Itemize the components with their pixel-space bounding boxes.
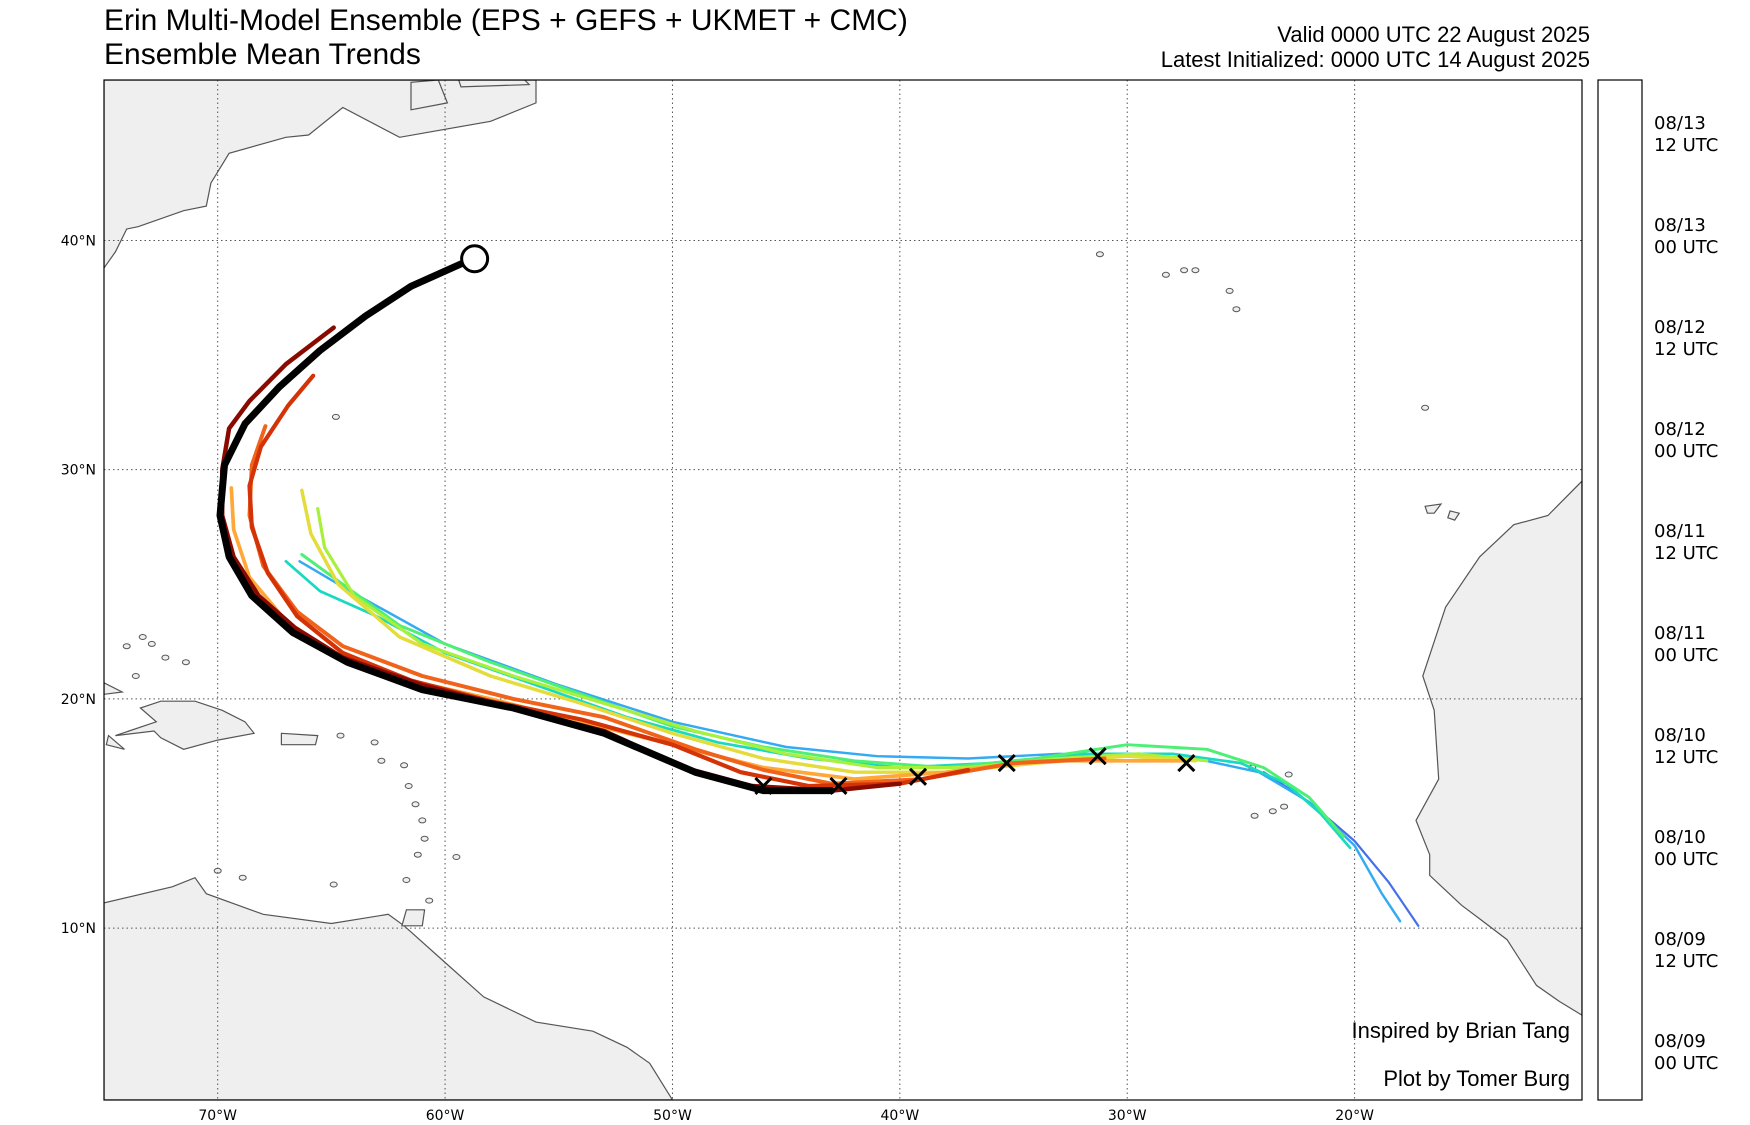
colorbar-label-date: 08/11 bbox=[1654, 623, 1706, 644]
credit-inspired: Inspired by Brian Tang bbox=[1351, 1018, 1570, 1043]
island bbox=[238, 874, 247, 881]
land-puerto-rico bbox=[280, 732, 319, 746]
lon-tick-label: 30°W bbox=[1108, 1108, 1147, 1124]
x-marker bbox=[997, 753, 1016, 773]
island bbox=[452, 854, 461, 860]
island bbox=[377, 757, 386, 764]
ensemble-mean-track bbox=[216, 255, 836, 795]
island bbox=[1095, 251, 1104, 258]
island bbox=[131, 673, 140, 679]
island bbox=[1421, 404, 1430, 411]
island bbox=[1161, 271, 1170, 278]
island bbox=[1284, 771, 1293, 778]
colorbar-label-date: 08/13 bbox=[1654, 215, 1706, 236]
land-gran-canaria bbox=[1447, 510, 1461, 521]
track-08-13-00-utc bbox=[247, 373, 971, 789]
valid-time: Valid 0000 UTC 22 August 2025 bbox=[1277, 22, 1590, 47]
island bbox=[336, 732, 345, 739]
land-tenerife bbox=[1424, 503, 1443, 514]
island bbox=[1180, 267, 1189, 274]
colorbar-label-date: 08/09 bbox=[1654, 929, 1706, 950]
colorbar-label-hour: 00 UTC bbox=[1654, 849, 1718, 870]
island bbox=[1225, 287, 1234, 294]
land-trinidad bbox=[401, 909, 426, 927]
current-position-circle bbox=[460, 244, 490, 274]
colorbar-label-hour: 12 UTC bbox=[1654, 951, 1718, 972]
lon-tick-label: 60°W bbox=[426, 1108, 465, 1124]
island bbox=[147, 640, 156, 647]
lon-tick-label: 40°W bbox=[881, 1108, 920, 1124]
marker-layer bbox=[460, 244, 1196, 796]
chart-title: Erin Multi-Model Ensemble (EPS + GEFS + … bbox=[104, 4, 908, 37]
colorbar-label-hour: 00 UTC bbox=[1654, 1053, 1718, 1074]
colorbar-label-date: 08/10 bbox=[1654, 725, 1706, 746]
land-north-america bbox=[104, 80, 537, 270]
lat-tick-label: 30°N bbox=[61, 463, 96, 479]
island bbox=[420, 835, 429, 842]
land-hispaniola bbox=[115, 700, 256, 750]
colorbar-label-date: 08/13 bbox=[1654, 113, 1706, 134]
credit-plot: Plot by Tomer Burg bbox=[1383, 1066, 1570, 1091]
island bbox=[1232, 306, 1241, 313]
land-cuba bbox=[104, 682, 125, 695]
island bbox=[402, 877, 411, 883]
colorbar-label-hour: 00 UTC bbox=[1654, 645, 1718, 666]
island bbox=[161, 654, 170, 661]
colorbar-label-hour: 00 UTC bbox=[1654, 441, 1718, 462]
colorbar-label-hour: 12 UTC bbox=[1654, 543, 1718, 564]
island bbox=[1268, 808, 1277, 815]
lat-tick-label: 20°N bbox=[61, 692, 96, 708]
lat-tick-label: 40°N bbox=[61, 233, 96, 249]
island bbox=[411, 801, 420, 808]
island bbox=[418, 817, 427, 824]
colorbar-label-date: 08/09 bbox=[1654, 1031, 1706, 1052]
island bbox=[425, 897, 434, 904]
colorbar-label-hour: 12 UTC bbox=[1654, 339, 1718, 360]
island bbox=[181, 659, 190, 666]
colorbar-label-date: 08/12 bbox=[1654, 317, 1706, 338]
island bbox=[122, 643, 131, 650]
land-africa bbox=[1415, 480, 1582, 1016]
chart-subtitle: Ensemble Mean Trends bbox=[104, 38, 421, 71]
colorbar-label-hour: 12 UTC bbox=[1654, 747, 1718, 768]
lon-tick-label: 20°W bbox=[1335, 1108, 1374, 1124]
x-marker bbox=[829, 776, 848, 796]
colorbar-label-date: 08/12 bbox=[1654, 419, 1706, 440]
island bbox=[370, 739, 379, 746]
island bbox=[400, 762, 409, 769]
lat-tick-label: 10°N bbox=[61, 921, 96, 937]
colorbar-label-hour: 00 UTC bbox=[1654, 237, 1718, 258]
colorbar-label-date: 08/10 bbox=[1654, 827, 1706, 848]
land-jamaica bbox=[105, 734, 125, 750]
x-marker bbox=[754, 776, 773, 796]
island bbox=[138, 634, 147, 640]
colorbar-frame bbox=[1597, 79, 1643, 1101]
colorbar-label-date: 08/11 bbox=[1654, 521, 1706, 542]
lon-tick-label: 70°W bbox=[198, 1108, 237, 1124]
x-marker bbox=[1177, 753, 1196, 773]
island bbox=[331, 413, 340, 420]
track-08-10-12-utc bbox=[300, 553, 1345, 838]
land-cape-breton bbox=[410, 80, 449, 111]
x-marker bbox=[1088, 747, 1107, 766]
island bbox=[329, 881, 338, 888]
land-newfoundland bbox=[458, 80, 531, 88]
map-frame bbox=[103, 79, 1583, 1101]
island bbox=[1250, 812, 1259, 819]
colorbar-label-hour: 12 UTC bbox=[1654, 135, 1718, 156]
initialized-time: Latest Initialized: 0000 UTC 14 August 2… bbox=[1160, 47, 1590, 72]
island bbox=[1280, 803, 1289, 810]
island bbox=[1191, 267, 1200, 274]
axis-ticks: 70°W 60°W 50°W 40°W 30°W 20°W 10°N 20°N 30°N 40°N bbox=[61, 233, 1374, 1124]
land-layer bbox=[104, 80, 1582, 1100]
island bbox=[404, 783, 413, 789]
gridlines bbox=[104, 80, 1582, 1100]
lon-tick-label: 50°W bbox=[653, 1108, 692, 1124]
x-marker bbox=[908, 767, 928, 786]
island bbox=[413, 851, 422, 858]
